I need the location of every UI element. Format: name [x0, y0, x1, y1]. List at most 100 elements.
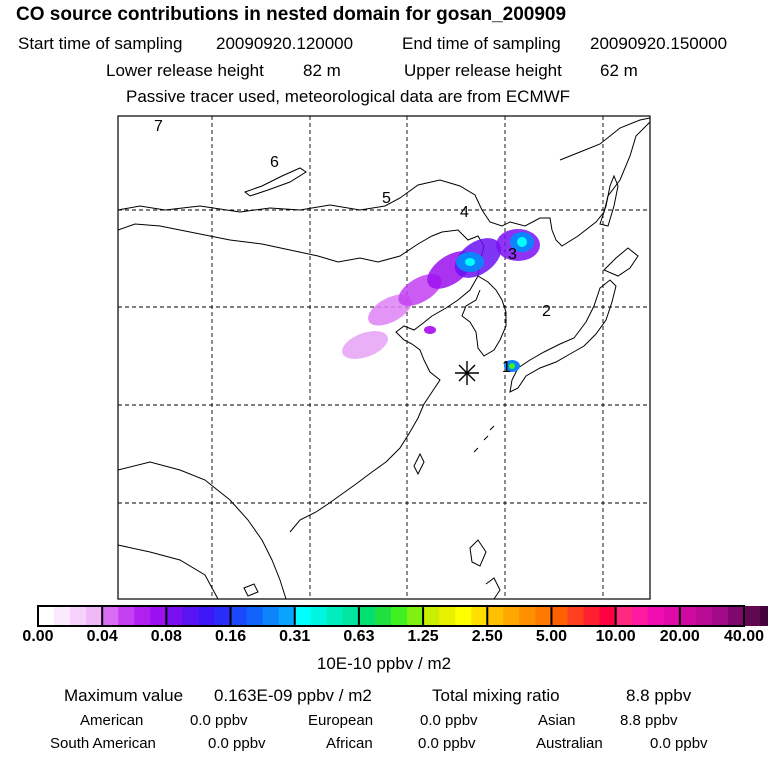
colorbar-cell	[70, 606, 87, 626]
colorbar-cell	[150, 606, 167, 626]
colorbar-cell	[166, 606, 183, 626]
colorbar-cell	[391, 606, 408, 626]
region-name: Australian	[536, 735, 603, 752]
colorbar-tick-label: 0.04	[86, 628, 118, 645]
colorbar-cell	[182, 606, 199, 626]
day-marker-3: 3	[508, 246, 517, 263]
coastlines-borders	[117, 117, 651, 600]
total-mixing-value: 8.8 ppbv	[626, 686, 692, 705]
region-name: American	[80, 712, 144, 729]
colorbar-cell	[551, 606, 568, 626]
colorbar-cell	[198, 606, 215, 626]
day-marker-7: 7	[154, 118, 163, 135]
colorbar-tick-label: 0.31	[279, 628, 311, 645]
colorbar-cell	[615, 606, 633, 626]
colorbar-cell	[278, 606, 296, 626]
colorbar-cell	[711, 606, 729, 626]
lower-release-label: Lower release height	[106, 61, 264, 80]
colorbar-cell	[38, 606, 55, 626]
colorbar-cell	[760, 606, 768, 626]
colorbar-cell	[455, 606, 472, 626]
colorbar-cell	[407, 606, 424, 626]
plume	[342, 229, 540, 372]
region-value: 0.0 ppbv	[418, 735, 476, 752]
colorbar-cell	[487, 606, 504, 626]
map-figure: 1 2 3 4 5 6 7	[117, 115, 651, 600]
colorbar-cell	[358, 606, 376, 626]
figure-title: CO source contributions in nested domain…	[16, 4, 567, 25]
region-name: South American	[50, 735, 156, 752]
colorbar	[37, 605, 768, 627]
colorbar-tick-label: 10.00	[595, 628, 636, 645]
receptor-star	[455, 361, 479, 385]
colorbar-cell	[583, 606, 601, 626]
colorbar-cell	[519, 606, 536, 626]
colorbar-frame	[37, 605, 745, 627]
colorbar-cell	[599, 606, 617, 626]
colorbar-tick-label: 2.50	[471, 628, 503, 645]
region-value: 0.0 ppbv	[190, 712, 248, 729]
colorbar-tick-label: 0.00	[22, 628, 54, 645]
start-time-label: Start time of sampling	[18, 34, 183, 53]
colorbar-cell	[246, 606, 264, 626]
day-marker-5: 5	[382, 190, 391, 207]
colorbar-cell	[262, 606, 280, 626]
colorbar-tick-label: 20.00	[659, 628, 700, 645]
colorbar-tick-label: 0.63	[343, 628, 375, 645]
colorbar-cell	[118, 606, 135, 626]
colorbar-tick-label: 0.16	[214, 628, 247, 645]
colorbar-cell	[695, 606, 713, 626]
upper-release-label: Upper release height	[404, 61, 562, 80]
colorbar-cell	[535, 606, 552, 626]
tracer-note: Passive tracer used, meteorological data…	[126, 87, 571, 106]
colorbar-cell	[86, 606, 103, 626]
colorbar-cell	[134, 606, 151, 626]
colorbar-cell	[679, 606, 697, 626]
day-markers: 1 2 3 4 5 6 7	[154, 118, 551, 376]
colorbar-tick-label: 40.00	[723, 628, 765, 645]
max-value-label: Maximum value	[64, 686, 184, 705]
colorbar-tick-label: 5.00	[535, 628, 568, 645]
colorbar-cell	[631, 606, 649, 626]
colorbar-cell	[744, 606, 761, 626]
max-value: 0.163E-09 ppbv / m2	[214, 686, 372, 705]
region-value: 8.8 ppbv	[620, 712, 678, 729]
upper-release-value: 62 m	[600, 61, 638, 80]
colorbar-cell	[374, 606, 392, 626]
colorbar-tick-label: 1.25	[407, 628, 439, 645]
start-time-value: 20090920.120000	[216, 34, 354, 53]
colorbar-cell	[567, 606, 585, 626]
map-frame	[117, 115, 651, 600]
colorbar-cell	[471, 606, 488, 626]
end-time-label: End time of sampling	[402, 34, 561, 53]
colorbar-cell	[647, 606, 665, 626]
colorbar-cell	[230, 606, 248, 626]
lower-release-value: 82 m	[303, 61, 341, 80]
colorbar-cell	[423, 606, 440, 626]
region-name: European	[308, 712, 374, 729]
day-marker-6: 6	[270, 154, 279, 171]
colorbar-cell	[663, 606, 681, 626]
region-value: 0.0 ppbv	[420, 712, 478, 729]
graticule	[118, 116, 650, 599]
total-mixing-label: Total mixing ratio	[432, 686, 560, 705]
colorbar-cell	[503, 606, 520, 626]
colorbar-tick-label: 0.08	[150, 628, 182, 645]
colorbar-cell	[102, 606, 119, 626]
colorbar-cell	[214, 606, 232, 626]
region-name: African	[326, 735, 373, 752]
colorbar-cell	[439, 606, 456, 626]
colorbar-cell	[310, 606, 328, 626]
region-value: 0.0 ppbv	[208, 735, 266, 752]
colorbar-cell	[342, 606, 360, 626]
colorbar-cell	[727, 606, 745, 626]
colorbar-unit: 10E-10 ppbv / m2	[316, 654, 452, 673]
region-value: 0.0 ppbv	[650, 735, 708, 752]
colorbar-cell	[294, 606, 312, 626]
day-marker-1: 1	[502, 359, 511, 376]
day-marker-4: 4	[460, 204, 469, 221]
colorbar-cell	[54, 606, 71, 626]
colorbar-cell	[326, 606, 344, 626]
end-time-value: 20090920.150000	[590, 34, 728, 53]
region-name: Asian	[538, 712, 576, 729]
